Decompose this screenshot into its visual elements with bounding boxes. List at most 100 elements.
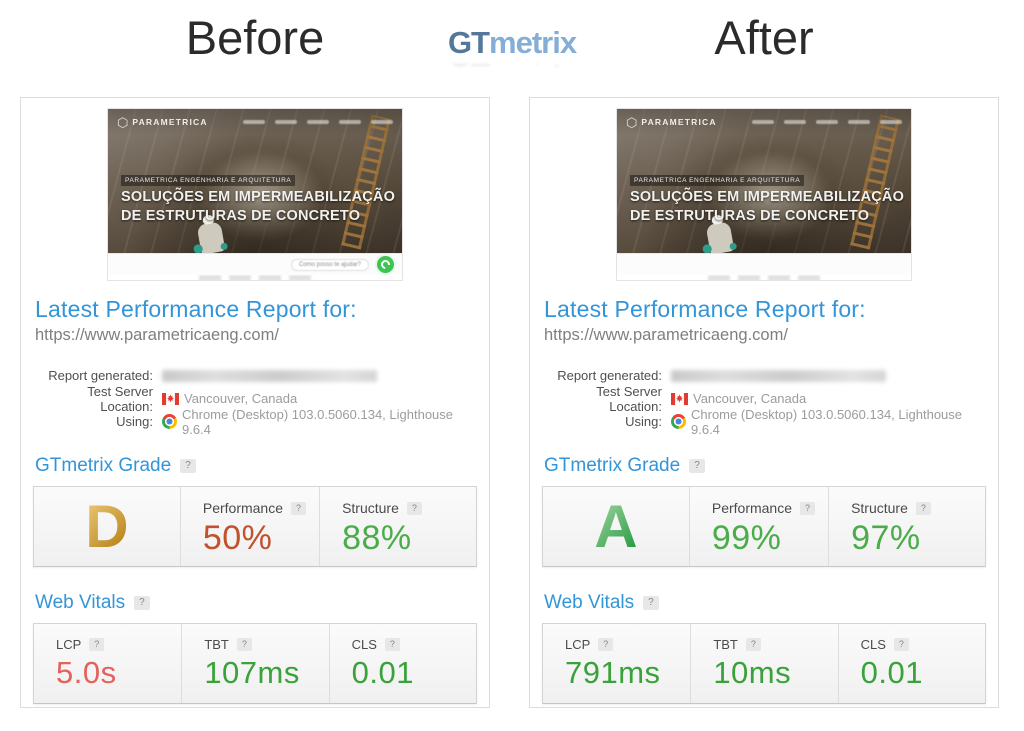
structure-value: 97% bbox=[851, 519, 921, 557]
gtmetrix-grade-heading: GTmetrix Grade ? bbox=[35, 455, 477, 477]
comparison-panels: ⬡ PARAMETRICA PARAMETRICA ENGENHARIA E A… bbox=[20, 97, 999, 708]
lcp-label: LCP bbox=[56, 637, 82, 652]
performance-label-row: Performance ? bbox=[203, 500, 319, 516]
grade-letter: A bbox=[594, 492, 638, 560]
meta-row-location: Test Server Location: Vancouver, Canada bbox=[33, 384, 477, 414]
site-hero-text: PARAMETRICA ENGENHARIA E ARQUITETURA SOL… bbox=[630, 169, 904, 225]
structure-metric-cell: Structure ? 88% bbox=[319, 487, 476, 566]
help-icon[interactable]: ? bbox=[643, 596, 659, 610]
browser-value: Chrome (Desktop) 103.0.5060.134, Lightho… bbox=[691, 406, 963, 437]
cls-label: CLS bbox=[351, 637, 377, 652]
cls-metric-cell: CLS ? 0.01 bbox=[837, 624, 985, 703]
tbt-value: 107ms bbox=[204, 655, 300, 690]
server-location-value: Vancouver, Canada bbox=[184, 391, 298, 406]
help-icon[interactable]: ? bbox=[893, 638, 909, 651]
meta-label: Using: bbox=[625, 414, 662, 429]
site-navbar: ⬡ PARAMETRICA bbox=[617, 109, 911, 135]
performance-metric-cell: Performance ? 99% bbox=[688, 487, 828, 566]
site-hero-image: ⬡ PARAMETRICA PARAMETRICA ENGENHARIA E A… bbox=[108, 109, 402, 253]
server-location-value: Vancouver, Canada bbox=[693, 391, 807, 406]
worker-graphic bbox=[196, 221, 226, 253]
site-hero-title-line2: DE ESTRUTURAS DE CONCRETO bbox=[630, 207, 870, 224]
whatsapp-icon bbox=[377, 256, 394, 273]
site-screenshot[interactable]: ⬡ PARAMETRICA PARAMETRICA ENGENHARIA E A… bbox=[616, 108, 912, 281]
parametrica-logo-icon: ⬡ bbox=[117, 114, 129, 130]
site-screenshot[interactable]: ⬡ PARAMETRICA PARAMETRICA ENGENHARIA E A… bbox=[107, 108, 403, 281]
help-icon[interactable]: ? bbox=[291, 501, 307, 515]
report-panel: ⬡ PARAMETRICA PARAMETRICA ENGENHARIA E A… bbox=[529, 97, 999, 708]
meta-label: Report generated: bbox=[48, 368, 153, 383]
performance-metric-cell: Performance ? 50% bbox=[179, 487, 319, 566]
site-hero-text: PARAMETRICA ENGENHARIA E ARQUITETURA SOL… bbox=[121, 169, 395, 225]
gtmetrix-logo-gt: GT bbox=[447, 25, 490, 60]
meta-row-using: Using: Chrome (Desktop) 103.0.5060.134, … bbox=[33, 407, 477, 437]
report-heading: Latest Performance Report for: bbox=[544, 296, 866, 322]
gtmetrix-logo-metrix: metrix bbox=[489, 25, 577, 60]
grade-letter-cell: A bbox=[543, 487, 689, 566]
worker-graphic bbox=[705, 221, 735, 253]
tbt-label-row: TBT ? bbox=[204, 637, 328, 652]
site-chat-chip: Como posso te ajudar? bbox=[290, 259, 369, 271]
lcp-label: LCP bbox=[565, 637, 591, 652]
gtmetrix-logo-text: GTmetrix bbox=[447, 25, 577, 60]
site-strip: Como posso te ajudar? bbox=[108, 253, 402, 275]
web-vitals-heading: Web Vitals ? bbox=[35, 592, 477, 614]
web-vitals-heading-label: Web Vitals bbox=[544, 592, 635, 613]
help-icon[interactable]: ? bbox=[745, 638, 761, 651]
help-icon[interactable]: ? bbox=[180, 459, 196, 473]
help-icon[interactable]: ? bbox=[236, 638, 252, 651]
meta-row-generated: Report generated: bbox=[542, 367, 986, 384]
help-icon[interactable]: ? bbox=[89, 638, 105, 651]
site-footer-logos-blurred bbox=[108, 275, 402, 280]
meta-label: Report generated: bbox=[557, 368, 662, 383]
web-vitals-heading-label: Web Vitals bbox=[35, 592, 126, 613]
structure-label-row: Structure ? bbox=[851, 500, 985, 516]
help-icon[interactable]: ? bbox=[134, 596, 150, 610]
lcp-metric-cell: LCP ? 791ms bbox=[543, 624, 690, 703]
help-icon[interactable]: ? bbox=[800, 501, 816, 515]
help-icon[interactable]: ? bbox=[689, 459, 705, 473]
tbt-value: 10ms bbox=[713, 655, 792, 690]
chrome-icon bbox=[162, 414, 177, 429]
help-icon[interactable]: ? bbox=[598, 638, 614, 651]
web-vitals-box: LCP ? 791ms TBT ? 10ms CLS ? 0.01 bbox=[542, 623, 986, 704]
help-icon[interactable]: ? bbox=[406, 501, 422, 515]
report-meta: Report generated: Test Server Location: … bbox=[33, 367, 477, 437]
help-icon[interactable]: ? bbox=[384, 638, 400, 651]
gtmetrix-grade-heading-label: GTmetrix Grade bbox=[35, 455, 172, 476]
performance-value: 50% bbox=[202, 519, 273, 557]
report-meta: Report generated: Test Server Location: … bbox=[542, 367, 986, 437]
gtmetrix-logo-reflection: GTmetrix bbox=[448, 58, 576, 71]
lcp-label-row: LCP ? bbox=[565, 637, 690, 652]
report-panel: ⬡ PARAMETRICA PARAMETRICA ENGENHARIA E A… bbox=[20, 97, 490, 708]
tbt-label: TBT bbox=[204, 637, 229, 652]
canada-flag-icon bbox=[671, 392, 688, 405]
lcp-metric-cell: LCP ? 5.0s bbox=[34, 624, 181, 703]
report-heading: Latest Performance Report for: bbox=[35, 296, 357, 322]
site-strip: Como posso te ajudar? bbox=[617, 253, 911, 275]
grade-letter-cell: D bbox=[34, 487, 180, 566]
lcp-value: 5.0s bbox=[56, 655, 117, 690]
meta-row-generated: Report generated: bbox=[33, 367, 477, 384]
performance-label: Performance bbox=[711, 500, 793, 516]
structure-label: Structure bbox=[851, 500, 908, 516]
meta-row-location: Test Server Location: Vancouver, Canada bbox=[542, 384, 986, 414]
site-hero-kicker: PARAMETRICA ENGENHARIA E ARQUITETURA bbox=[630, 175, 805, 186]
help-icon[interactable]: ? bbox=[915, 501, 931, 515]
cls-label: CLS bbox=[860, 637, 886, 652]
structure-metric-cell: Structure ? 97% bbox=[828, 487, 985, 566]
site-hero-kicker: PARAMETRICA ENGENHARIA E ARQUITETURA bbox=[121, 175, 296, 186]
meta-row-using: Using: Chrome (Desktop) 103.0.5060.134, … bbox=[542, 407, 986, 437]
meta-label: Test Server Location: bbox=[87, 383, 153, 414]
browser-value: Chrome (Desktop) 103.0.5060.134, Lightho… bbox=[182, 406, 454, 437]
structure-label: Structure bbox=[342, 500, 399, 516]
structure-label-row: Structure ? bbox=[342, 500, 476, 516]
site-footer-logos-blurred bbox=[617, 275, 911, 280]
gtmetrix-grade-box: A Performance ? 99% Structure ? 97% bbox=[542, 486, 986, 567]
cls-value: 0.01 bbox=[351, 655, 414, 690]
cls-label-row: CLS ? bbox=[861, 637, 985, 652]
lcp-label-row: LCP ? bbox=[56, 637, 181, 652]
site-nav-links-blurred bbox=[752, 120, 902, 124]
tbt-metric-cell: TBT ? 107ms bbox=[181, 624, 328, 703]
redacted-timestamp bbox=[162, 369, 377, 382]
